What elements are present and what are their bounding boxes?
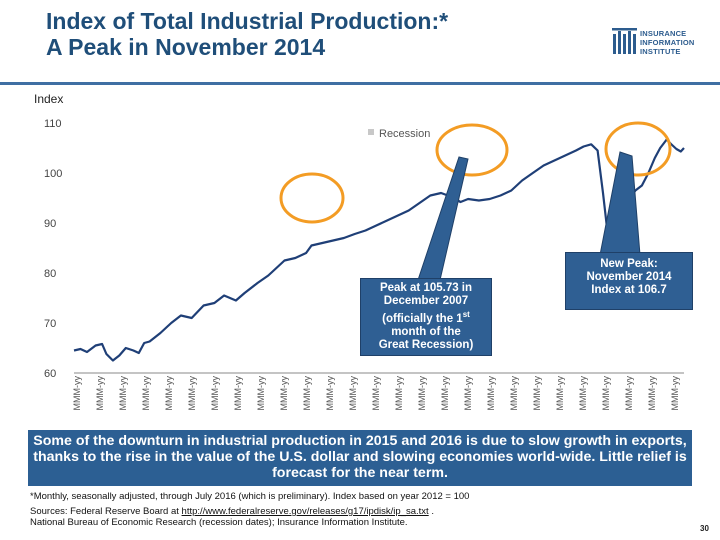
- x-tick-label-19: MMM-yy: [509, 376, 519, 411]
- x-tick-label-5: MMM-yy: [187, 376, 197, 411]
- callout-2007-line-5: Great Recession): [378, 338, 474, 351]
- y-tick-label-100: 100: [44, 168, 62, 180]
- logo-text: INSURANCE INFORMATION INSTITUTE: [640, 29, 695, 56]
- highlight-circle-1995: [279, 172, 345, 224]
- x-tick-label-8: MMM-yy: [256, 376, 266, 411]
- x-tick-label-1: MMM-yy: [95, 376, 105, 411]
- x-tick-label-18: MMM-yy: [486, 376, 496, 411]
- x-tick-label-21: MMM-yy: [555, 376, 565, 411]
- y-axis-label: Index: [34, 92, 64, 106]
- x-tick-label-22: MMM-yy: [578, 376, 588, 411]
- y-tick-label-70: 70: [44, 318, 56, 330]
- x-tick-label-16: MMM-yy: [440, 376, 450, 411]
- page-title: Index of Total Industrial Production:* A…: [46, 8, 586, 60]
- legend: Recession: [368, 128, 430, 140]
- callout-2014-line-1: New Peak:: [600, 258, 658, 270]
- logo-line-2: INFORMATION: [640, 38, 695, 47]
- footnote-methodology: *Monthly, seasonally adjusted, through J…: [30, 491, 470, 502]
- callout-2014-line-2: November 2014: [586, 271, 672, 283]
- peak-highlights: [279, 121, 672, 224]
- callout-2007-line-3-sup: st: [462, 310, 470, 319]
- title-divider: [0, 82, 720, 85]
- sources-prefix: Sources: Federal Reserve Board at: [30, 506, 182, 517]
- y-tick-label-60: 60: [44, 368, 56, 380]
- title-line-1: Index of Total Industrial Production:*: [46, 8, 449, 34]
- y-axis-ticks: 60 70 80 90 100 110: [44, 118, 62, 380]
- logo-mark-icon: [612, 28, 637, 54]
- highlight-circle-2007: [435, 123, 509, 177]
- sources-link[interactable]: http://www.federalreserve.gov/releases/g…: [181, 506, 429, 517]
- x-tick-label-3: MMM-yy: [141, 376, 151, 411]
- title-line-2: A Peak in November 2014: [46, 34, 326, 60]
- x-tick-label-25: MMM-yy: [647, 376, 657, 411]
- callout-2007-line-3: (officially the 1st: [365, 308, 487, 326]
- legend-swatch-recession: [368, 129, 374, 135]
- callout-2007-line-2: December 2007: [383, 295, 469, 307]
- callout-peak-2014: New Peak: November 2014 Index at 106.7: [565, 252, 693, 310]
- x-tick-label-20: MMM-yy: [532, 376, 542, 411]
- x-tick-label-2: MMM-yy: [118, 376, 128, 411]
- x-tick-label-12: MMM-yy: [348, 376, 358, 411]
- y-tick-label-110: 110: [44, 118, 62, 130]
- x-tick-label-14: MMM-yy: [394, 376, 404, 411]
- callout-2007-line-4: month of the: [391, 325, 461, 338]
- x-tick-label-26: MMM-yy: [670, 376, 680, 411]
- callout-pointer-2014: [599, 151, 641, 256]
- x-axis-ticks: MMM-yy MMM-yy MMM-yy MMM-yy MMM-yy MMM-yy MMM-…: [72, 376, 680, 411]
- x-tick-label-6: MMM-yy: [210, 376, 220, 411]
- logo-line-3: INSTITUTE: [640, 47, 681, 56]
- x-tick-label-0: MMM-yy: [72, 376, 82, 411]
- y-tick-label-90: 90: [44, 218, 56, 230]
- summary-banner: Some of the downturn in industrial produ…: [28, 430, 692, 486]
- sources-suffix: .: [428, 506, 434, 517]
- y-tick-label-80: 80: [44, 268, 56, 280]
- callout-2007-line-1: Peak at 105.73 in: [379, 282, 473, 294]
- footnote-sources: Sources: Federal Reserve Board at http:/…: [30, 506, 434, 517]
- x-tick-label-9: MMM-yy: [279, 376, 289, 411]
- highlight-circle-2014: [604, 121, 672, 177]
- logo-line-1: INSURANCE: [640, 29, 687, 38]
- x-tick-label-17: MMM-yy: [463, 376, 473, 411]
- logo: INSURANCE INFORMATION INSTITUTE: [612, 28, 716, 62]
- callout-pointer-2007: [417, 156, 469, 281]
- callout-2014-line-3: Index at 106.7: [591, 284, 667, 296]
- legend-entry-recession: Recession: [379, 128, 430, 140]
- footnote-sources-line-2: National Bureau of Economic Research (re…: [30, 517, 408, 528]
- x-tick-label-23: MMM-yy: [601, 376, 611, 411]
- x-tick-label-13: MMM-yy: [371, 376, 381, 411]
- x-tick-label-24: MMM-yy: [624, 376, 634, 411]
- x-tick-label-10: MMM-yy: [302, 376, 312, 411]
- callout-2007-line-3-text: (officially the 1: [382, 312, 463, 325]
- callout-peak-2007: Peak at 105.73 in December 2007 (officia…: [360, 278, 492, 356]
- x-tick-label-11: MMM-yy: [325, 376, 335, 411]
- x-tick-label-4: MMM-yy: [164, 376, 174, 411]
- x-tick-label-15: MMM-yy: [417, 376, 427, 411]
- x-tick-label-7: MMM-yy: [233, 376, 243, 411]
- page-number: 30: [700, 524, 709, 533]
